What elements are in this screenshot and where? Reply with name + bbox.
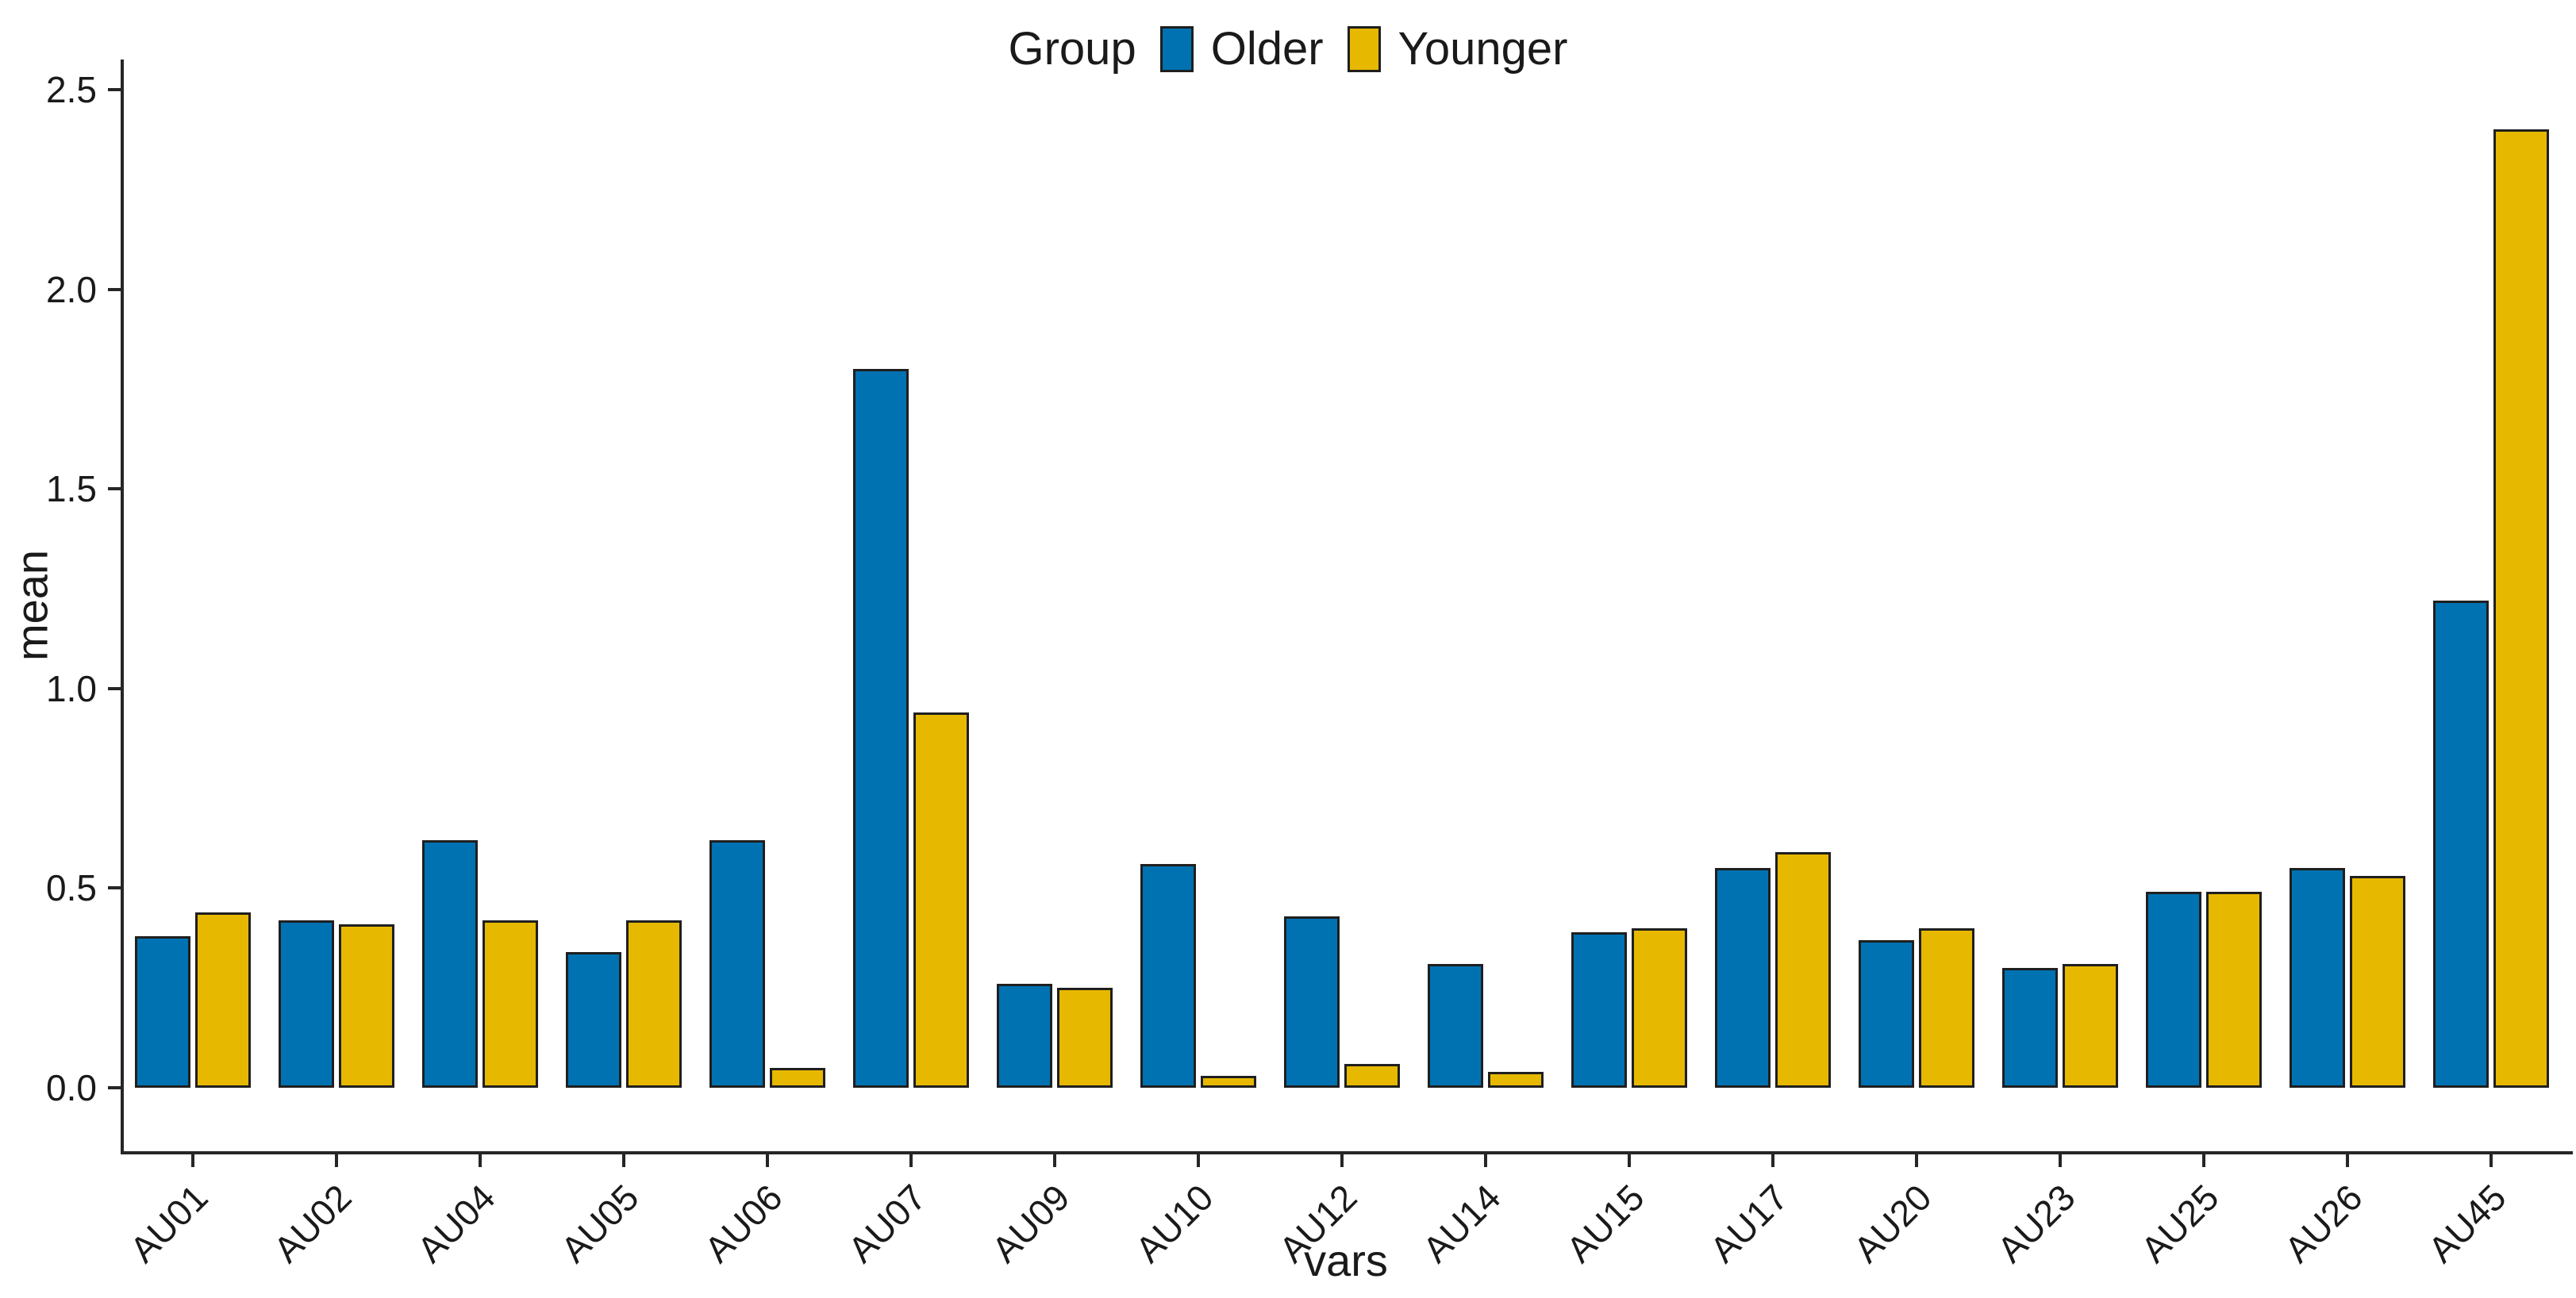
x-tick-mark	[2346, 1154, 2349, 1167]
x-tick-label: AU02	[265, 1176, 359, 1271]
bar-younger-AU02	[339, 924, 394, 1088]
bar-younger-AU04	[483, 920, 538, 1088]
bar-younger-AU14	[1488, 1071, 1544, 1088]
y-tick-label: 2.5	[46, 69, 97, 110]
legend-label-younger: Younger	[1398, 23, 1568, 75]
x-tick-label: AU10	[1127, 1176, 1221, 1271]
y-tick-mark	[108, 886, 121, 890]
x-tick-label: AU09	[983, 1176, 1078, 1271]
x-tick-mark	[909, 1154, 913, 1167]
x-tick-label: AU23	[1989, 1176, 2083, 1271]
bar-younger-AU15	[1632, 927, 1687, 1088]
bar-older-AU01	[135, 935, 190, 1088]
y-tick-label: 2.0	[46, 268, 97, 310]
x-tick-label: AU14	[1414, 1176, 1509, 1271]
x-tick-mark	[1915, 1154, 1918, 1167]
x-tick-mark	[1197, 1154, 1200, 1167]
bar-older-AU12	[1284, 916, 1340, 1088]
bar-older-AU26	[2290, 868, 2345, 1088]
bar-younger-AU45	[2493, 129, 2549, 1088]
x-axis-title: vars	[1304, 1235, 1388, 1285]
bar-older-AU05	[566, 951, 621, 1088]
x-tick-mark	[766, 1154, 769, 1167]
x-tick-label: AU01	[121, 1176, 216, 1271]
bar-older-AU09	[997, 984, 1052, 1088]
bar-older-AU14	[1428, 964, 1483, 1088]
x-tick-label: AU45	[2420, 1176, 2514, 1271]
x-tick-mark	[2202, 1154, 2205, 1167]
x-tick-mark	[1771, 1154, 1774, 1167]
x-tick-mark	[1484, 1154, 1487, 1167]
x-tick-label: AU17	[1701, 1176, 1796, 1271]
bar-older-AU02	[279, 920, 334, 1088]
x-tick-label: AU26	[2276, 1176, 2370, 1271]
legend-key-younger-swatch	[1347, 25, 1381, 72]
bar-younger-AU26	[2350, 876, 2405, 1088]
bar-younger-AU12	[1344, 1063, 1400, 1088]
bar-younger-AU17	[1775, 852, 1831, 1088]
bar-older-AU45	[2433, 601, 2489, 1088]
bar-younger-AU25	[2206, 892, 2262, 1088]
x-tick-label: AU25	[2132, 1176, 2227, 1271]
x-tick-label: AU04	[409, 1176, 503, 1271]
bar-older-AU06	[709, 840, 765, 1088]
y-tick-mark	[108, 1086, 121, 1089]
bar-older-AU25	[2146, 892, 2201, 1088]
x-axis-line	[121, 1151, 2573, 1154]
y-tick-mark	[108, 287, 121, 291]
bar-older-AU04	[422, 840, 478, 1088]
x-tick-mark	[479, 1154, 482, 1167]
bar-younger-AU23	[2063, 964, 2118, 1088]
x-tick-mark	[1628, 1154, 1631, 1167]
legend: Group Older Younger	[0, 22, 2576, 75]
x-tick-label: AU06	[696, 1176, 790, 1271]
x-tick-mark	[191, 1154, 194, 1167]
bar-younger-AU07	[913, 712, 969, 1088]
bar-older-AU10	[1140, 864, 1196, 1088]
y-tick-label: 1.5	[46, 468, 97, 510]
x-tick-mark	[2489, 1154, 2493, 1167]
x-tick-mark	[1340, 1154, 1344, 1167]
x-tick-label: AU20	[1845, 1176, 1940, 1271]
x-tick-mark	[2059, 1154, 2062, 1167]
bar-older-AU15	[1571, 931, 1627, 1088]
y-axis-line	[121, 60, 124, 1154]
y-axis-title: mean	[6, 549, 57, 662]
bar-younger-AU05	[626, 920, 682, 1088]
bar-older-AU07	[853, 369, 909, 1088]
y-tick-label: 0.5	[46, 867, 97, 909]
bar-younger-AU20	[1919, 927, 1974, 1088]
y-tick-mark	[108, 88, 121, 91]
legend-item-older: Older	[1159, 22, 1324, 75]
bar-older-AU17	[1715, 868, 1771, 1088]
legend-key-older-swatch	[1159, 25, 1194, 72]
x-tick-mark	[622, 1154, 625, 1167]
y-tick-mark	[108, 487, 121, 491]
bar-older-AU23	[2002, 968, 2058, 1088]
x-tick-label: AU15	[1558, 1176, 1652, 1271]
x-tick-label: AU07	[840, 1176, 934, 1271]
bar-younger-AU01	[195, 912, 251, 1088]
y-tick-mark	[108, 686, 121, 690]
bar-younger-AU06	[770, 1067, 825, 1088]
bar-younger-AU10	[1201, 1075, 1256, 1088]
legend-label-older: Older	[1210, 23, 1324, 75]
x-tick-label: AU05	[552, 1176, 647, 1271]
y-tick-label: 0.0	[46, 1067, 97, 1108]
bar-younger-AU09	[1057, 988, 1113, 1088]
bar-older-AU20	[1859, 939, 1914, 1088]
x-tick-mark	[335, 1154, 338, 1167]
x-tick-mark	[1053, 1154, 1056, 1167]
legend-title: Group	[1008, 23, 1136, 75]
legend-item-younger: Younger	[1347, 22, 1568, 75]
y-tick-label: 1.0	[46, 667, 97, 709]
